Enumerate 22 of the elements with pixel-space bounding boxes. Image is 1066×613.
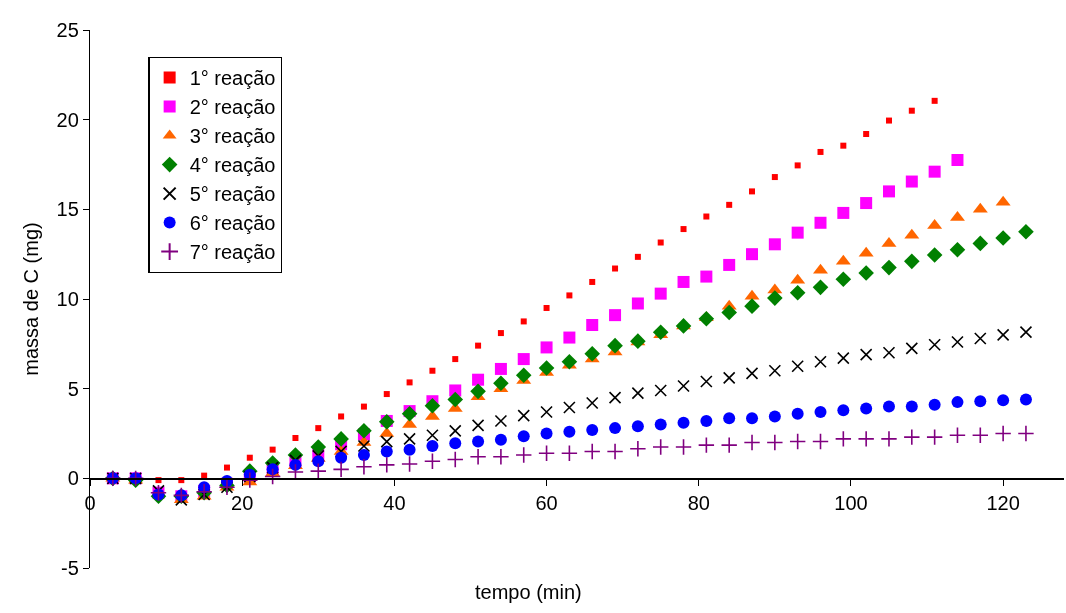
x-tick-label: 20 xyxy=(231,491,254,514)
y-tick-label: 20 xyxy=(56,108,79,131)
y-tick-label: 15 xyxy=(56,198,79,221)
y-tick-label: -5 xyxy=(61,557,79,579)
y-axis-title: massa de C (mg) xyxy=(20,222,43,376)
x-tick-label: 120 xyxy=(986,491,1020,514)
legend-label: 2° reação xyxy=(189,96,276,119)
legend-label: 6° reação xyxy=(189,212,276,235)
legend-label: 4° reação xyxy=(189,154,276,177)
y-tick-label: 5 xyxy=(67,377,79,400)
y-tick-label: 0 xyxy=(67,467,79,490)
x-tick-label: 60 xyxy=(535,491,558,514)
legend-label: 3° reação xyxy=(189,125,276,148)
x-tick-label: 80 xyxy=(687,491,710,514)
y-tick-label: 25 xyxy=(56,19,79,41)
legend-label: 7° reação xyxy=(189,241,276,264)
x-axis-title: tempo (min) xyxy=(475,581,582,603)
legend-label: 1° reação xyxy=(189,67,276,90)
x-tick-label: 40 xyxy=(383,491,406,514)
y-tick-label: 10 xyxy=(56,288,79,310)
x-tick-label: 100 xyxy=(834,491,868,514)
legend-label: 5° reação xyxy=(189,183,276,206)
